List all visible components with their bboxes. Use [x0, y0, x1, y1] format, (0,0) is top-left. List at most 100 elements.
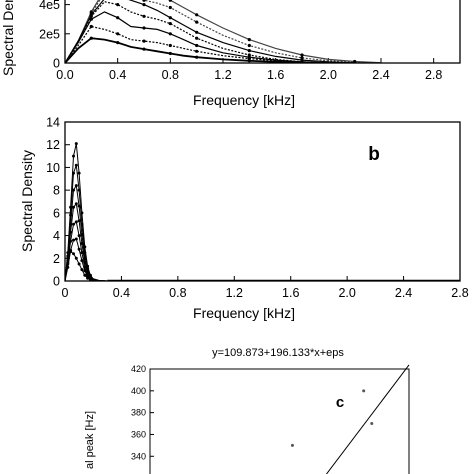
panel-a-series-point [142, 39, 146, 43]
panel-a-series-point [195, 49, 199, 53]
panel-b-series-point [80, 268, 84, 272]
panel-c-fit-line [325, 364, 410, 474]
panel-a-series-point [116, 3, 120, 7]
panel-b-series-point [77, 234, 81, 238]
panel-b-series-point [83, 269, 87, 273]
panel-a-series-line [65, 0, 382, 63]
panel-a-series-line [65, 0, 355, 63]
panel-b-ylabel: Spectral Density [19, 150, 35, 252]
panel-a-series-point [168, 0, 172, 2]
panel-a-series-point [89, 14, 93, 18]
panel-a-series-point [168, 43, 172, 48]
panel-a-series-point [195, 36, 199, 40]
panel-c-frame [149, 368, 410, 474]
panel-c: y=109.873+196.133*x+eps 3203403603804004… [84, 347, 410, 474]
panel-b-series-point [69, 239, 73, 243]
panel-a-x-tick-label: 0.8 [162, 68, 179, 82]
panel-b-xlabel: Frequency [kHz] [193, 305, 295, 321]
panel-b-series-point [77, 219, 81, 223]
panel-a-series-point [247, 53, 251, 57]
panel-b-x-tick-label: 2.0 [338, 286, 355, 300]
panel-b-frame [64, 121, 461, 282]
panel-a-x-tick-label: 2.8 [425, 68, 442, 82]
panel-b-series-point [74, 142, 78, 146]
panel-a-series-point [116, 32, 120, 36]
panel-b-series-point [72, 222, 75, 226]
panel-b-series-point [80, 251, 84, 255]
panel-a-series-point [247, 49, 251, 53]
panel-b-y-tick-label: 8 [53, 184, 60, 198]
panel-a-x-tick-label: 0.4 [109, 68, 126, 82]
panel-b-x-tick-label: 0 [62, 286, 69, 300]
panel-b-y-tick-label: 2 [53, 252, 60, 266]
panel-b-x-tick-label: 1.6 [282, 286, 299, 300]
panel-c-ylabel: al peak [Hz] [84, 411, 96, 469]
panel-a-series-point [247, 57, 251, 61]
panel-b-series-point [74, 163, 78, 167]
panel-b-series-point [86, 276, 90, 280]
panel-a-x-tick-label: 1.2 [214, 68, 231, 82]
panel-a-series-point [168, 51, 172, 56]
panel-b-x-tick-label: 2.8 [451, 286, 468, 300]
panel-b-series-point [77, 188, 81, 192]
panel-a-series-group [65, 0, 382, 63]
panel-c-point [290, 443, 294, 447]
panel-a-series-point [168, 32, 172, 36]
panel-b-series-point [74, 184, 78, 188]
panel-a-series-point [142, 0, 146, 2]
panel-a-series-point [142, 3, 146, 7]
panel-a-series-point [142, 14, 146, 18]
panel-a-series-point [142, 26, 146, 30]
panel-c-y-tick-label: 400 [131, 386, 146, 396]
panel-b-y-tick-label: 6 [53, 206, 60, 220]
panel-a-y-tick-label: 2e5 [39, 27, 60, 41]
panel-a-series-point [195, 13, 199, 17]
panel-a-series-line [65, 25, 329, 63]
panel-b-y-tick-label: 12 [46, 138, 60, 152]
panel-b-y-tick-label: 4 [53, 229, 60, 243]
panel-b-series-point [77, 247, 81, 251]
panel-c-point [362, 389, 366, 393]
panel-a-series-line [65, 37, 329, 63]
panel-a-series-point [116, 16, 120, 20]
panel-b-x-tick-label: 0.8 [169, 286, 186, 300]
panel-b-x-tick-label: 1.2 [226, 286, 243, 300]
panel-a-series-point [247, 43, 251, 48]
panel-a-series-point [300, 56, 304, 60]
panel-a-series-point [195, 20, 199, 24]
panel-c-point [370, 422, 374, 426]
panel-a-ylabel: Spectral Density [0, 0, 16, 76]
panel-b-series-point [72, 188, 75, 192]
panel-a-y-tick-label: 4e5 [39, 0, 60, 12]
panel-b-x-tick-label: 0.4 [113, 286, 130, 300]
panel-a-x-tick-label: 0.0 [56, 68, 73, 82]
panel-b-series-point [66, 261, 70, 265]
panel-b-series-point [72, 205, 75, 209]
panel-a-series-point [195, 30, 199, 34]
panel-c-title: y=109.873+196.133*x+eps [212, 347, 344, 359]
panel-b-series-point [80, 242, 84, 245]
panel-a-x-tick-label: 2.0 [320, 68, 337, 82]
panel-a-series-point [195, 43, 199, 48]
panel-b-series-point [69, 230, 73, 234]
panel-b-y-tick-label: 14 [46, 116, 60, 130]
panel-a-series-point [247, 38, 251, 42]
panel-b-x-tick-label: 2.4 [395, 286, 412, 300]
panel-a-series-point [168, 5, 172, 10]
panel-a-series-line [65, 11, 329, 63]
panel-a-series-point [195, 55, 199, 59]
panel-c-y-tick-label: 340 [131, 451, 146, 461]
panel-a-series-line [65, 1, 329, 63]
panel-a-series-point [89, 24, 93, 29]
panel-b-series-point [72, 252, 75, 256]
panel-a-series-point [247, 59, 251, 63]
panel-b-series-point [72, 238, 75, 242]
panel-b-series-point [77, 262, 81, 266]
panel-a-x-tick-label: 1.6 [267, 68, 284, 82]
panel-b-series-point [72, 171, 75, 175]
panel-b-series-point [77, 204, 81, 208]
panel-b-y-tick-label: 0 [53, 275, 60, 289]
panel-c-label: c [336, 394, 344, 411]
panel-c-y-tick-label: 360 [131, 429, 146, 439]
